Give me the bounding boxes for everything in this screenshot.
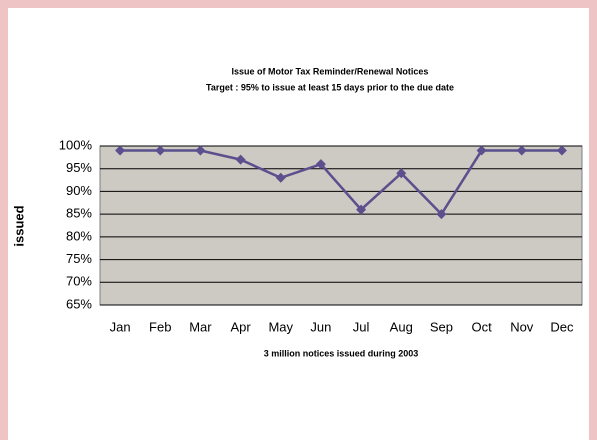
marker: [315, 159, 326, 170]
marker: [275, 172, 286, 183]
y-tick-label: 100%: [59, 137, 93, 152]
y-tick-label: 80%: [66, 228, 92, 243]
x-tick-label: Mar: [189, 319, 212, 334]
x-tick-label: Jun: [310, 319, 331, 334]
x-tick-label: Aug: [390, 319, 413, 334]
marker: [115, 145, 126, 156]
y-tick-label: 75%: [66, 251, 92, 266]
x-tick-label: Feb: [149, 319, 171, 334]
y-axis-label: issued: [11, 205, 26, 246]
marker: [235, 154, 246, 165]
marker: [516, 145, 527, 156]
y-tick-label: 65%: [66, 296, 92, 311]
x-tick-label: May: [268, 319, 293, 334]
chart-subtitle: Target : 95% to issue at least 15 days p…: [206, 82, 454, 92]
plot-area: [99, 145, 583, 306]
x-tick-label: Apr: [230, 319, 251, 334]
marker: [436, 209, 447, 220]
marker: [476, 145, 487, 156]
x-axis-label: 3 million notices issued during 2003: [264, 348, 419, 358]
chart-title: Issue of Motor Tax Reminder/Renewal Noti…: [232, 66, 429, 76]
y-tick-label: 85%: [66, 206, 92, 221]
marker: [356, 204, 367, 215]
y-tick-label: 90%: [66, 183, 92, 198]
x-tick-label: Nov: [510, 319, 534, 334]
x-tick-label: Jul: [353, 319, 370, 334]
marker: [155, 145, 166, 156]
x-tick-label: Dec: [550, 319, 574, 334]
marker: [195, 145, 206, 156]
x-tick-label: Sep: [430, 319, 453, 334]
y-tick-label: 70%: [66, 274, 92, 289]
x-tick-label: Oct: [471, 319, 492, 334]
marker: [556, 145, 567, 156]
line: [120, 149, 562, 217]
y-tick-label: 95%: [66, 160, 92, 175]
marker: [396, 168, 407, 179]
x-tick-label: Jan: [110, 319, 131, 334]
